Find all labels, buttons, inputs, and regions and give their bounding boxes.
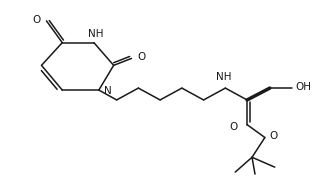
Text: O: O <box>229 122 237 132</box>
Text: NH: NH <box>216 72 231 82</box>
Text: N: N <box>104 86 111 96</box>
Text: O: O <box>32 15 41 25</box>
Text: O: O <box>270 130 278 141</box>
Text: OH: OH <box>295 82 311 92</box>
Text: NH: NH <box>88 29 104 39</box>
Text: O: O <box>138 53 146 62</box>
